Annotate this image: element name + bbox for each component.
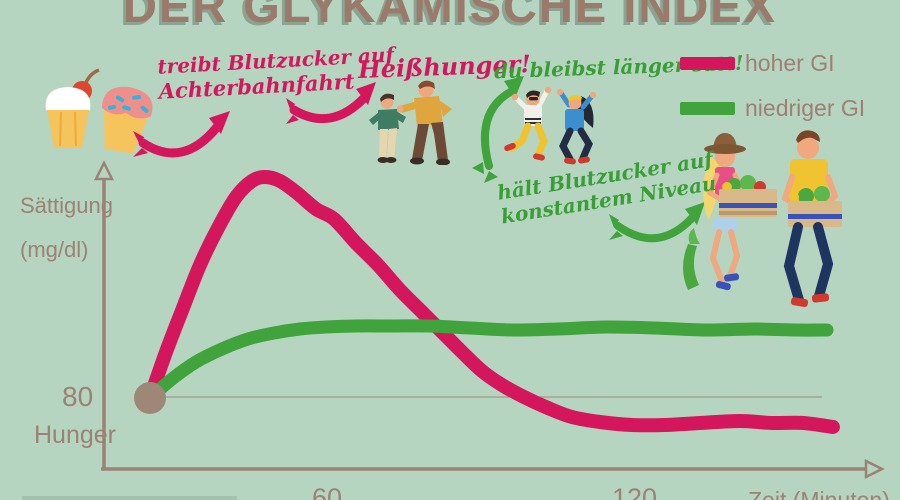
legend-item-niedriger-gi: niedriger GI [680,95,865,122]
y-axis-tick-80: 80 [62,381,94,412]
son-figure [369,93,406,163]
arrowhead-icon [209,111,230,134]
jumping-man-figure [504,86,552,161]
jumping-happy-couple-illustration [502,84,610,181]
y-axis-baseline-label: Hunger [34,421,116,449]
green-curve-arrow [472,72,540,189]
y-axis-title-line2: (mg/dl) [20,237,89,262]
note-blood-sugar-rollercoaster: treibt Blutzucker auf Achterbahnfahrt [157,42,395,103]
red-swoosh-arrow-1 [133,103,238,170]
arrowhead-icon [504,76,524,98]
angry-father-and-son-illustration [362,80,462,170]
legend-swatch-red [680,57,735,70]
father-figure [396,80,452,166]
red-swoosh-arrow-2 [286,78,386,133]
y-axis-arrowhead-icon [93,160,115,181]
x-axis-title: Zeit (Minuten) [748,487,890,500]
x-axis-arrowhead-icon [864,458,885,480]
legend-swatch-green [680,102,735,115]
footer-smudge [22,496,237,500]
legend-label: hoher GI [745,50,835,76]
arrowhead-icon [685,202,705,225]
arrowhead-icon [356,82,376,105]
x-axis-tick-120: 120 [612,483,658,500]
legend-item-hoher-gi: hoher GI [680,50,865,77]
woman-figure [703,133,777,291]
chart-legend: hoher GI niedriger GI [680,50,865,140]
curve-niedriger-gi [143,319,834,405]
celery-stalk-icon [683,228,700,290]
legend-label: niedriger GI [745,95,866,121]
jumping-woman-figure [556,88,597,165]
y-axis-title-line1: Sättigung [20,193,113,218]
cupcake-sprinkles-icon [101,86,153,154]
curve-hoher-gi [143,170,840,434]
green-swoosh-arrow [608,196,716,257]
x-axis-tick-60: 60 [312,483,343,500]
curve-start-dot [134,382,166,414]
couple-carrying-vegetable-crates-illustration [680,126,862,323]
cupcakes-illustration [26,58,160,161]
cupcake-cherry-icon [45,68,100,148]
man-figure [781,130,842,308]
page-title: DER GLYKÄMISCHE INDEX [123,0,777,32]
